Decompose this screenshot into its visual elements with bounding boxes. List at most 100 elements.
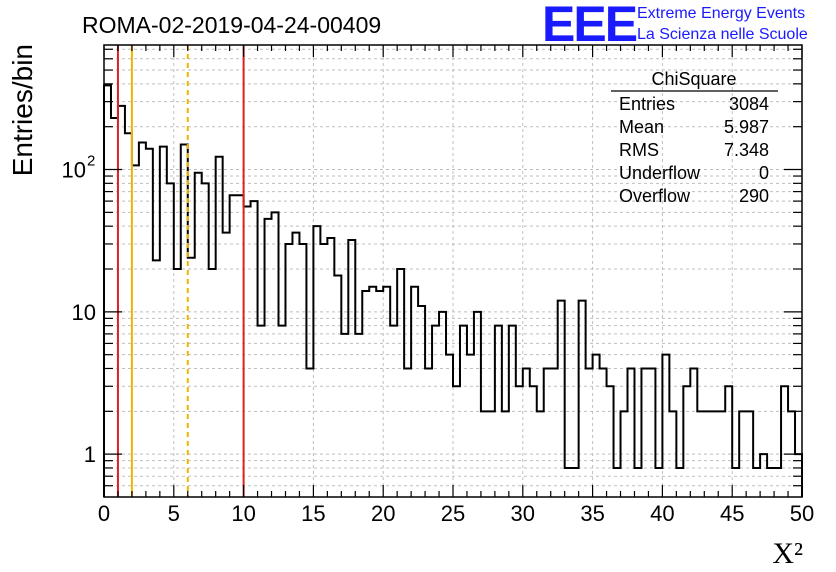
histogram-bin [132,165,139,497]
histogram-bin [446,355,453,497]
stats-value: 7.348 [724,140,769,160]
y-tick-exponent: 2 [87,153,95,170]
histogram-bin [593,355,600,497]
histogram-bin [432,326,439,497]
histogram-bin [160,147,167,497]
stats-value: 290 [739,186,769,206]
histogram-bin [425,368,432,497]
histogram-bin [474,312,481,497]
histogram-bin [628,368,635,497]
histogram-bin [153,260,160,497]
histogram-bin [586,368,593,497]
histogram-bin [732,468,739,497]
histogram-bin [481,411,488,497]
histogram-bin [258,326,265,497]
histogram-bin [306,368,313,497]
histogram-bin [781,386,788,497]
x-axis-title: X² [772,537,803,570]
x-tick-label: 35 [580,501,604,526]
logo-mark: EEE [542,0,637,52]
histogram-bin [376,291,383,497]
histogram-bin [662,355,669,497]
histogram-bin [704,411,711,497]
histogram-bin [600,368,607,497]
logo-line-1: Extreme Energy Events [637,5,805,22]
histogram-bin [167,183,174,497]
histogram-bin [272,212,279,497]
histogram-bin [299,244,306,497]
histogram-bin [634,468,641,497]
histogram-bin [774,468,781,497]
histogram-bin [516,386,523,497]
histogram-bin [111,118,118,497]
histogram-bin [460,326,467,497]
histogram-bin [223,233,230,497]
histogram-bin [579,301,586,497]
histogram-bin [362,291,369,497]
histogram-bin [697,411,704,497]
histogram-bin [181,144,188,497]
chart-title: ROMA-02-2019-04-24-00409 [82,12,381,38]
x-tick-label: 20 [371,501,395,526]
histogram-bin [202,183,209,497]
histogram-bin [614,468,621,497]
histogram-bin [313,226,320,497]
histogram-bin [509,326,516,497]
histogram-bin [565,468,572,497]
histogram-bin [621,411,628,497]
histogram-bin [530,386,537,497]
histogram-bin [551,368,558,497]
histogram-bin [725,386,732,497]
histogram-bin [383,287,390,497]
histogram-bin [251,201,258,497]
histogram-bin [146,149,153,497]
histogram-bin [767,468,774,497]
x-tick-label: 50 [790,501,814,526]
x-tick-label: 5 [168,501,180,526]
histogram-bin [125,133,132,497]
histogram-bin [174,269,181,497]
stats-box: ChiSquare Entries 3084 Mean 5.987 RMS 7.348 Un… [611,69,778,206]
histogram-bin [265,219,272,497]
histogram-bin [676,468,683,497]
histogram-bin [341,334,348,497]
x-tick-label: 0 [98,501,110,526]
histogram-bin [195,173,202,497]
y-tick-label: 10 [62,158,86,183]
x-tick-labels: 0 5 10 15 20 25 30 35 40 45 50 [98,501,814,526]
histogram-bin [746,411,753,497]
histogram-bin [369,287,376,497]
logo-line-2: La Scienza nelle Scuole [637,26,808,43]
x-tick-label: 30 [511,501,535,526]
histogram-bin [739,411,746,497]
threshold-lines [116,45,245,497]
histogram-bars [103,84,803,497]
histogram-bin [760,454,767,497]
histogram-bin [279,326,286,497]
histogram-bin [118,106,125,497]
stats-value: 3084 [729,94,769,114]
y-tick-label: 10 [72,300,96,325]
histogram-bin [230,195,237,497]
x-tick-label: 25 [441,501,465,526]
histogram-bin [467,355,474,497]
eee-logo: EEE Extreme Energy Events La Scienza nel… [542,0,808,52]
stats-value: 5.987 [724,117,769,137]
stats-label: Mean [619,117,664,137]
histogram-bin [607,386,614,497]
histogram-bin [683,386,690,497]
histogram-bin [411,287,418,497]
histogram-bin [655,468,662,497]
histogram-bin [244,206,251,497]
histogram-bin [558,301,565,497]
stats-label: Overflow [619,186,691,206]
stats-label: Entries [619,94,675,114]
histogram-bin [523,368,530,497]
histogram-bin [439,312,446,497]
histogram-bin [690,368,697,497]
histogram-bin [285,244,292,497]
y-tick-label: 1 [84,442,96,467]
histogram-bin [669,411,676,497]
stats-value: 0 [759,163,769,183]
